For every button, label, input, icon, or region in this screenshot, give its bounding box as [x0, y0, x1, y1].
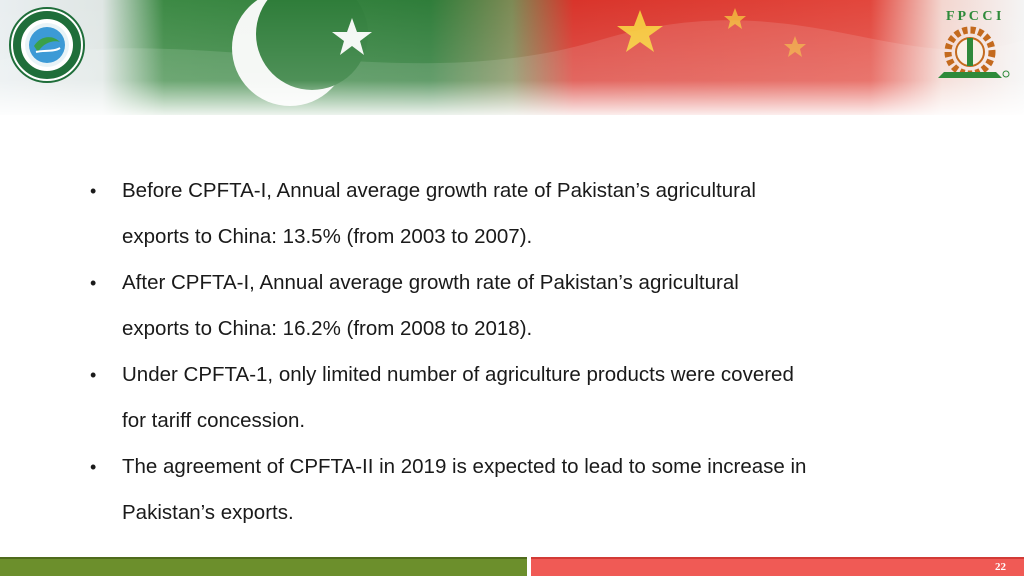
- footer-bar-green: [0, 557, 527, 576]
- bullet-dot-icon: •: [90, 457, 97, 477]
- bullet-item: • After CPFTA-I, Annual average growth r…: [84, 260, 984, 352]
- page-number: 22: [995, 561, 1006, 573]
- bullet-list: • Before CPFTA-I, Annual average growth …: [84, 168, 984, 536]
- bullet-line: Before CPFTA-I, Annual average growth ra…: [122, 179, 756, 202]
- footer-bar-red: 22: [531, 557, 1024, 576]
- tdap-logo-icon: [9, 7, 85, 83]
- flags-banner-image: [0, 0, 1024, 115]
- fpcci-logo-icon: F P C C I: [938, 9, 1010, 78]
- bullet-dot-icon: •: [90, 273, 97, 293]
- bullet-line: exports to China: 16.2% (from 2008 to 20…: [122, 317, 533, 340]
- bullet-line: Pakistan’s exports.: [122, 501, 294, 524]
- fpcci-logo: F P C C I: [918, 4, 1018, 84]
- bullet-dot-icon: •: [90, 181, 97, 201]
- bullet-line: After CPFTA-I, Annual average growth rat…: [122, 271, 739, 294]
- bullet-line: The agreement of CPFTA-II in 2019 is exp…: [122, 455, 807, 478]
- bullet-dot-icon: •: [90, 365, 97, 385]
- bullet-item: • Before CPFTA-I, Annual average growth …: [84, 168, 984, 260]
- tdap-logo: [8, 6, 86, 84]
- svg-text:F P C C I: F P C C I: [946, 9, 1001, 24]
- bullet-line: for tariff concession.: [122, 409, 306, 432]
- bullet-item: • The agreement of CPFTA-II in 2019 is e…: [84, 444, 984, 536]
- bullet-line: Under CPFTA-1, only limited number of ag…: [122, 363, 794, 386]
- bullet-item: • Under CPFTA-1, only limited number of …: [84, 352, 984, 444]
- bullet-line: exports to China: 13.5% (from 2003 to 20…: [122, 225, 533, 248]
- header-banner: F P C C I: [0, 0, 1024, 115]
